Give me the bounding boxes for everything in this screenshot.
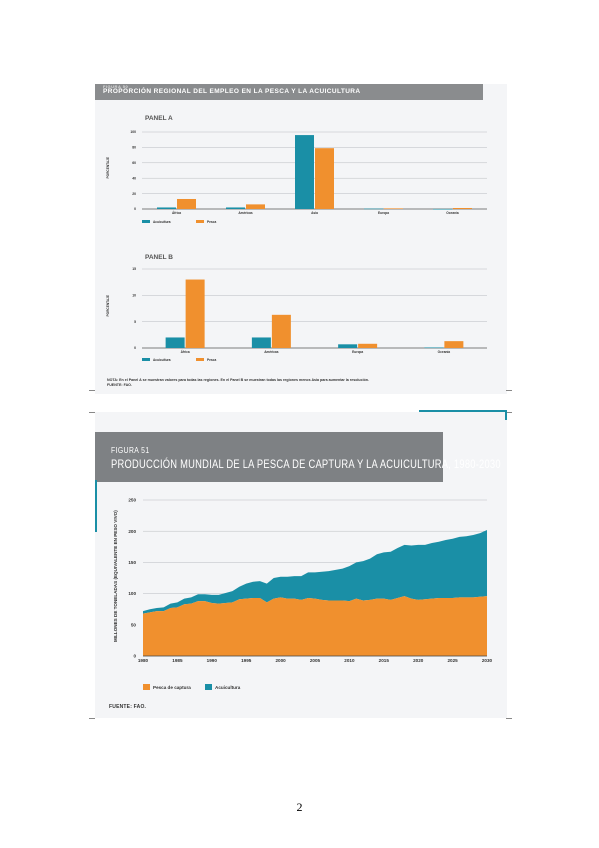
x-tick-label: 1990 [207, 658, 218, 663]
figure-50-note: NOTA: En el Panel A se muestran valores … [107, 378, 369, 382]
x-tick-label: Oceanía [438, 350, 451, 354]
legend-swatch [142, 220, 150, 223]
legend-swatch [196, 358, 204, 361]
panel-title: PANEL B [145, 254, 173, 261]
legend-swatch [143, 684, 150, 690]
figure-50: FIGURA 50 PROPORCIÓN REGIONAL DEL EMPLEO… [95, 84, 507, 394]
figure-51-source: FUENTE: FAO. [109, 704, 147, 710]
y-tick-label: 15 [132, 267, 136, 271]
bar-aquaculture [157, 207, 176, 209]
area-capture-fisheries [143, 596, 487, 656]
y-tick-label: 100 [128, 591, 136, 596]
bar-aquaculture [165, 337, 185, 348]
bar-aquaculture [433, 208, 452, 210]
separator-mark [89, 390, 95, 391]
y-tick-label: 150 [128, 560, 136, 565]
x-tick-label: 1980 [138, 658, 149, 663]
x-tick-label: 2015 [379, 658, 390, 663]
x-tick-label: 1995 [241, 658, 252, 663]
bar-fishing [453, 207, 472, 209]
bar-fishing [246, 204, 265, 209]
bar-aquaculture [424, 347, 444, 349]
area-aquaculture [143, 529, 487, 614]
legend-label: Acuicultura [153, 220, 171, 224]
x-tick-label: África [181, 349, 190, 354]
y-tick-label: 0 [134, 207, 136, 211]
y-axis-label: MILLONES DE TONELADAS (EQUIVALENTE EN PE… [113, 510, 118, 642]
legend-label: Pesca de captura [153, 685, 191, 690]
page-number: 2 [296, 800, 303, 814]
x-tick-label: 2020 [413, 658, 424, 663]
bar-aquaculture [295, 135, 314, 209]
x-tick-label: Europa [352, 350, 363, 354]
legend-swatch [196, 220, 204, 223]
y-tick-label: 40 [132, 176, 136, 180]
legend-swatch [142, 358, 150, 361]
figure-51-header: FIGURA 51 PRODUCCIÓN MUNDIAL DE LA PESCA… [95, 432, 501, 482]
bar-fishing [444, 341, 464, 348]
y-tick-label: 0 [134, 346, 136, 350]
accent-line [419, 410, 507, 412]
x-tick-label: Américas [238, 211, 253, 215]
x-tick-label: 2000 [275, 658, 286, 663]
legend-label: Acuicultura [215, 685, 241, 690]
figure-50-title: PROPORCIÓN REGIONAL DEL EMPLEO EN LA PES… [103, 88, 361, 95]
bar-aquaculture [338, 344, 358, 348]
figure-50-header: FIGURA 50 PROPORCIÓN REGIONAL DEL EMPLEO… [95, 84, 483, 100]
y-tick-label: 200 [128, 529, 136, 534]
y-tick-label: 80 [132, 146, 136, 150]
legend-swatch [205, 684, 212, 690]
y-tick-label: 0 [133, 654, 136, 659]
figure-50-source: FUENTE: FAO. [107, 383, 132, 387]
figure-51-label: FIGURA 51 [111, 446, 150, 455]
x-tick-label: Américas [264, 350, 279, 354]
legend-label: Pesca [207, 358, 216, 362]
panel-title: PANEL A [145, 115, 173, 122]
y-tick-label: 100 [130, 130, 136, 134]
y-axis-label: PORCENTAJE [106, 295, 110, 317]
x-tick-label: 2025 [447, 658, 458, 663]
x-tick-label: Asia [311, 211, 318, 215]
x-tick-label: África [172, 210, 181, 215]
separator-mark [89, 412, 95, 413]
bar-fishing [177, 198, 196, 209]
separator-mark [506, 412, 512, 413]
production-area-chart: MILLONES DE TONELADAS (EQUIVALENTE EN PE… [113, 498, 493, 690]
figure-51: FIGURA 51 PRODUCCIÓN MUNDIAL DE LA PESCA… [95, 412, 507, 718]
x-tick-label: 2010 [344, 658, 355, 663]
bar-aquaculture [364, 208, 383, 210]
bar-fishing [358, 343, 378, 348]
y-axis-label: PORCENTAJE [106, 157, 110, 179]
separator-mark [506, 390, 512, 391]
legend-label: Pesca [207, 220, 216, 224]
bar-fishing [384, 208, 403, 209]
bar-fishing [271, 314, 291, 348]
bar-aquaculture [226, 207, 245, 209]
x-tick-label: Europa [378, 211, 389, 215]
legend-label: Acuicultura [153, 358, 171, 362]
separator-mark [89, 718, 95, 719]
figure-51-title: PRODUCCIÓN MUNDIAL DE LA PESCA DE CAPTUR… [111, 457, 501, 471]
bar-fishing [315, 148, 334, 209]
y-tick-label: 60 [132, 161, 136, 165]
y-tick-label: 5 [134, 320, 136, 324]
y-tick-label: 10 [132, 294, 136, 298]
y-tick-label: 50 [131, 622, 137, 627]
bar-fishing [185, 279, 205, 348]
y-tick-label: 250 [128, 498, 136, 503]
x-tick-label: 2030 [482, 658, 493, 663]
separator-mark [506, 718, 512, 719]
accent-line [95, 480, 97, 532]
figure-50-label: FIGURA 50 [103, 84, 129, 89]
x-tick-label: 1985 [172, 658, 183, 663]
accent-line [505, 410, 507, 420]
x-tick-label: 2005 [310, 658, 321, 663]
y-tick-label: 20 [132, 192, 136, 196]
panel-b-chart: PANEL B PORCENTAJE 0 5 10 15 África Américas Eur… [106, 254, 487, 362]
panel-a-chart: PANEL A PORCENTAJE 0 20 40 60 80 100 África Améri… [106, 115, 487, 224]
x-tick-label: Oceanía [446, 211, 459, 215]
bar-aquaculture [251, 337, 271, 348]
